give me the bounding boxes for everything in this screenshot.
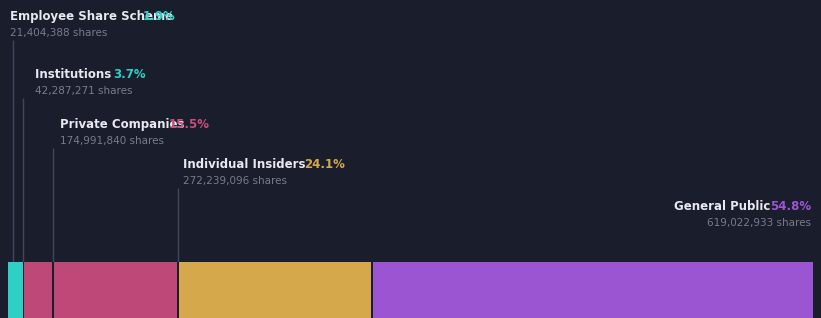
Bar xyxy=(22,262,24,318)
Text: 1.9%: 1.9% xyxy=(143,10,176,23)
Text: Private Companies: Private Companies xyxy=(60,118,189,131)
Bar xyxy=(8,262,23,318)
Bar xyxy=(178,262,372,318)
Text: 3.7%: 3.7% xyxy=(112,68,145,81)
Bar xyxy=(371,262,373,318)
Text: 54.8%: 54.8% xyxy=(770,200,811,213)
Text: Individual Insiders: Individual Insiders xyxy=(183,158,310,171)
Text: General Public: General Public xyxy=(674,200,774,213)
Bar xyxy=(177,262,179,318)
Text: Institutions: Institutions xyxy=(35,68,116,81)
Text: Employee Share Scheme: Employee Share Scheme xyxy=(10,10,177,23)
Text: 42,287,271 shares: 42,287,271 shares xyxy=(35,86,132,96)
Text: 21,404,388 shares: 21,404,388 shares xyxy=(10,28,108,38)
Text: 272,239,096 shares: 272,239,096 shares xyxy=(183,176,287,186)
Bar xyxy=(53,262,54,318)
Bar xyxy=(372,262,813,318)
Text: 15.5%: 15.5% xyxy=(168,118,209,131)
Text: 174,991,840 shares: 174,991,840 shares xyxy=(60,136,164,146)
Text: 619,022,933 shares: 619,022,933 shares xyxy=(707,218,811,228)
Bar xyxy=(53,262,178,318)
Text: 24.1%: 24.1% xyxy=(304,158,345,171)
Bar xyxy=(23,262,53,318)
